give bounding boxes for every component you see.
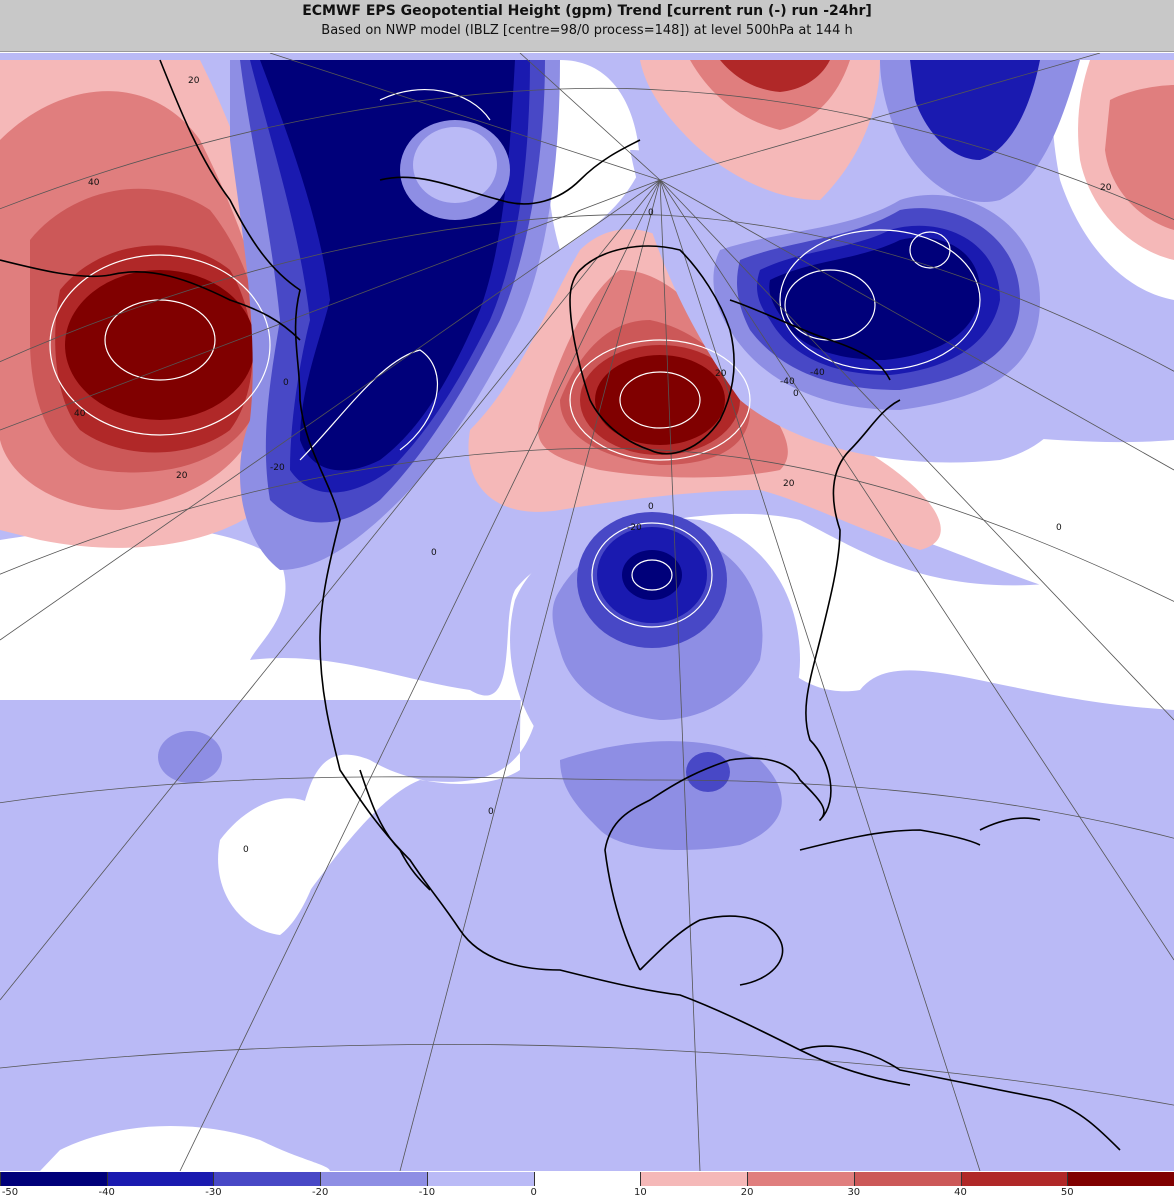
colorbar-swatch (426, 1172, 534, 1186)
colorbar-legend: -50 -40 -30 -20 -10 0 10 20 30 40 50 (0, 1171, 1174, 1200)
colorbar-label: -10 (418, 1187, 436, 1198)
colorbar-label: -40 (98, 1187, 115, 1198)
positive-anomaly-far-northeast-20 (1105, 85, 1174, 230)
zero-region-north-gap-1 (546, 60, 640, 250)
colorbar-label: -30 (205, 1187, 222, 1198)
colorbar-swatch (960, 1172, 1068, 1186)
coastline-alaska (0, 259, 301, 341)
colorbar-swatch (853, 1172, 961, 1186)
coastline-cuba (799, 829, 981, 851)
map-canvas[interactable]: 20 40 40 20 0 0 -20 -20 -40 -40 0 20 0 2… (0, 53, 1174, 1171)
colorbar-swatch (640, 1172, 748, 1186)
negative-anomaly-arctic-core (413, 127, 497, 203)
negative-anomaly-gulf-30 (686, 752, 730, 792)
colorbar-swatch (533, 1172, 641, 1186)
positive-anomaly-greenland-40 (720, 60, 830, 92)
colorbar-swatch (320, 1172, 427, 1186)
positive-anomaly-hudson-50 (595, 355, 725, 445)
map-subtitle: Based on NWP model (IBLZ [centre=98/0 pr… (321, 23, 853, 38)
colorbar-label: 10 (633, 1187, 647, 1198)
negative-anomaly-north-atlantic-40 (910, 60, 1040, 160)
coastline-west-north-america (159, 59, 911, 1086)
colorbar-swatch (213, 1172, 321, 1186)
colorbar-swatch (1067, 1172, 1174, 1186)
colorbar-label: 40 (954, 1187, 967, 1198)
coastlines (0, 59, 1121, 1151)
colorbar-swatch (0, 1172, 107, 1186)
zero-region-baja (218, 798, 330, 935)
coastline-baja (359, 769, 431, 891)
map-title: ECMWF EPS Geopotential Height (gpm) Tren… (302, 3, 872, 19)
coastline-central-america (799, 1045, 1121, 1151)
coastline-labrador (729, 299, 891, 381)
contour-lines (49, 89, 981, 628)
map-header: ECMWF EPS Geopotential Height (gpm) Tren… (0, 0, 1174, 52)
graticule (0, 53, 1174, 1171)
coastline-gulf-of-mexico (604, 399, 901, 971)
negative-anomaly-pacific (158, 731, 222, 783)
colorbar-label: 20 (740, 1187, 754, 1198)
colorbar-swatch (747, 1172, 854, 1186)
coastline-arctic-islands (379, 139, 641, 205)
coastline-yucatan (639, 915, 784, 986)
negative-anomaly-great-lakes-50 (622, 550, 682, 600)
colorbar-label: 0 (530, 1187, 537, 1198)
zero-region-southwest-bits (40, 1126, 330, 1171)
colorbar-label: 50 (1060, 1187, 1074, 1198)
colorbar-swatch (106, 1172, 214, 1186)
colorbar-label: -50 (1, 1187, 19, 1198)
colorbar-label: -20 (312, 1187, 329, 1198)
colorbar-label: 30 (847, 1187, 861, 1198)
zero-region-east (860, 432, 1174, 620)
coastline-hudson-bay (569, 245, 735, 455)
positive-anomaly-alaska-50 (65, 270, 255, 420)
coastline-hispaniola (979, 817, 1041, 831)
